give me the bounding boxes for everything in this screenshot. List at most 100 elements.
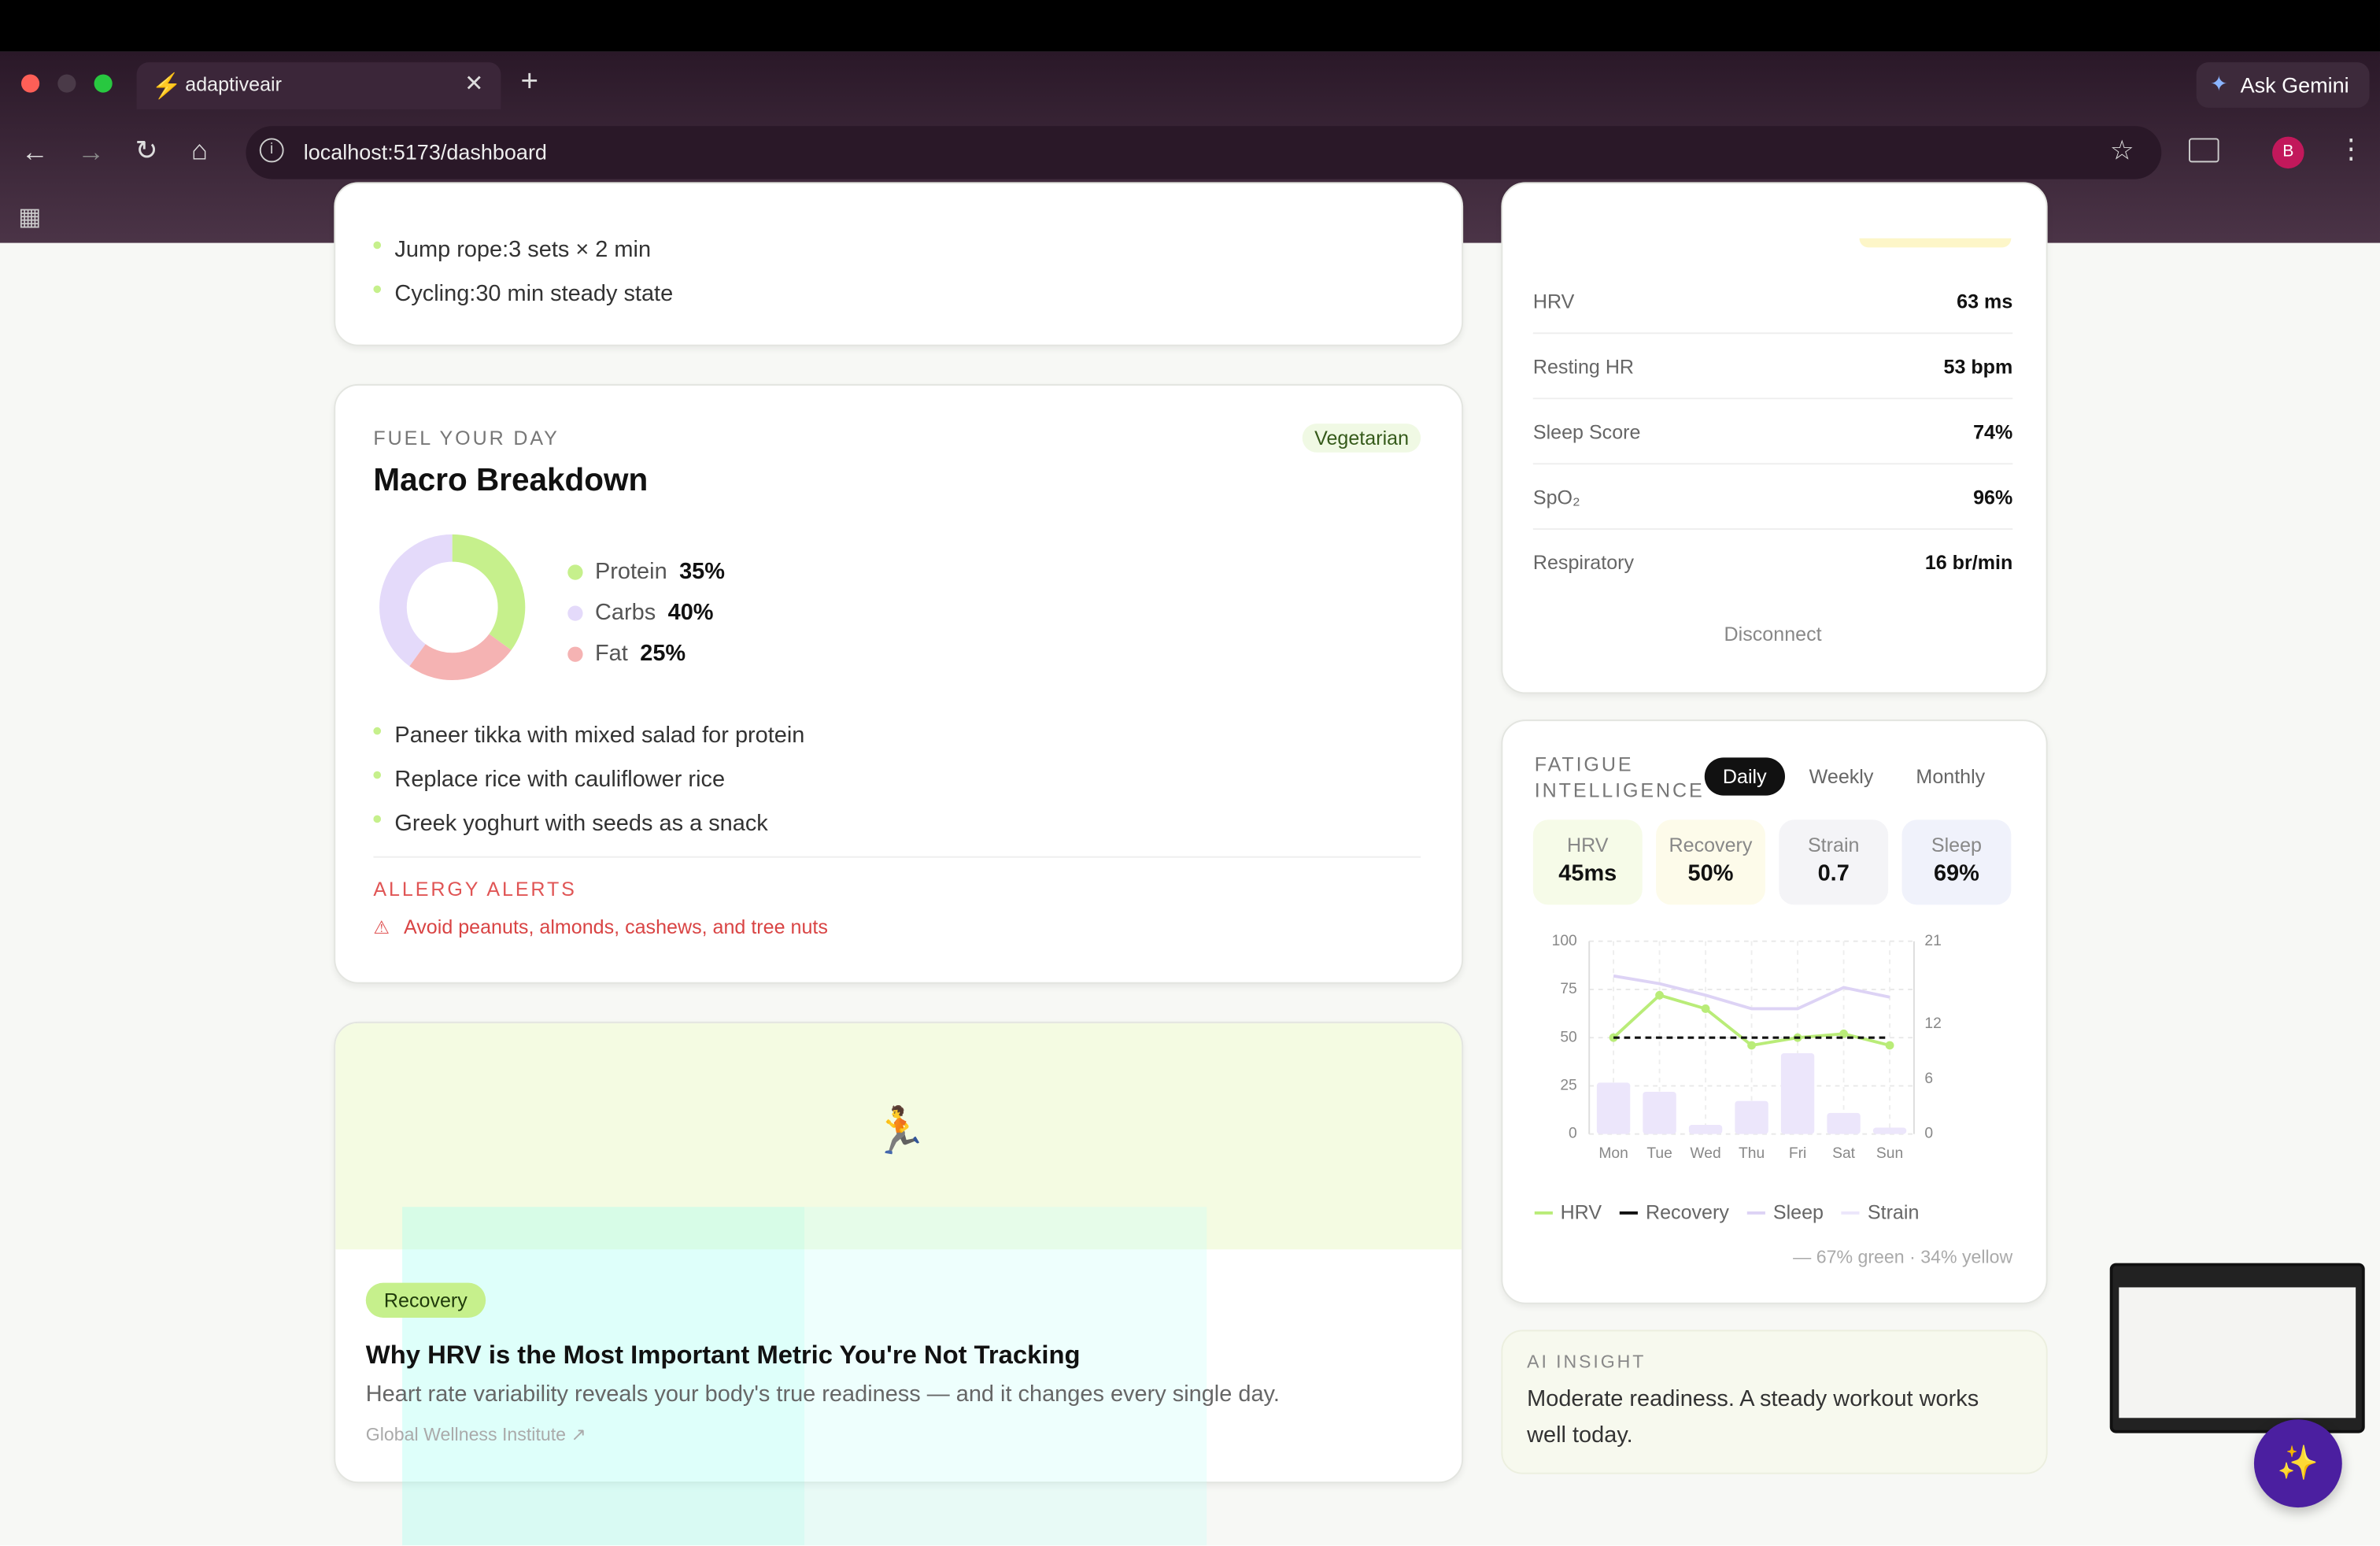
- stat-value: 0.7: [1817, 860, 1850, 887]
- legend-label: Carbs: [594, 599, 656, 626]
- metric-row: HRV 63 ms: [1532, 268, 2013, 335]
- legend-item: HRV: [1534, 1200, 1602, 1223]
- strain-bar: [1688, 1124, 1723, 1134]
- stat-tile: Recovery 50%: [1656, 819, 1765, 905]
- hrv-point: [1839, 1029, 1848, 1038]
- hrv-point: [1609, 1033, 1618, 1042]
- allergy-text: Avoid peanuts, almonds, cashews, and tre…: [403, 915, 828, 938]
- workout-card: [334, 182, 1464, 346]
- divider: [373, 856, 1421, 858]
- bullet: [373, 285, 382, 294]
- strain-bar: [1596, 1082, 1631, 1134]
- alert-icon: ⚠: [373, 916, 390, 938]
- legend-swatch: [567, 564, 583, 579]
- insight-title: AI INSIGHT: [1527, 1351, 1646, 1373]
- legend-item: Strain: [1842, 1200, 1919, 1223]
- y2-tick-label: 6: [1924, 1071, 1933, 1087]
- back-button[interactable]: ←: [20, 136, 49, 168]
- disconnect-button[interactable]: Disconnect: [1724, 622, 1822, 645]
- overlay: [402, 1207, 805, 1546]
- x-tick-label: Thu: [1739, 1145, 1765, 1162]
- legend-swatch: [1534, 1211, 1553, 1214]
- range-tab[interactable]: Monthly: [1916, 764, 1986, 788]
- article-title: Why HRV is the Most Important Metric You…: [365, 1340, 1081, 1370]
- legend-item: Recovery: [1620, 1200, 1729, 1223]
- legend-label: Protein: [594, 558, 667, 585]
- stat-tile: Sleep 69%: [1901, 819, 2012, 905]
- apps-button[interactable]: ▦: [18, 205, 42, 231]
- metric-label: Respiratory: [1532, 550, 1635, 574]
- stat-tile: HRV 45ms: [1532, 819, 1643, 905]
- hrv-point: [1655, 990, 1664, 1000]
- ask-gemini-button[interactable]: [2196, 62, 2370, 108]
- list-item: Replace rice with cauliflower rice: [373, 757, 804, 801]
- item-text: Greek yoghurt with seeds as a snack: [394, 810, 768, 837]
- legend-swatch: [567, 605, 583, 620]
- reload-button[interactable]: ↻: [135, 135, 158, 166]
- article-card[interactable]: [334, 1021, 1464, 1484]
- address-bar[interactable]: [246, 126, 2162, 179]
- chart-legend: HRV Recovery Sleep Strain: [1534, 1200, 1919, 1224]
- range-tab[interactable]: Weekly: [1809, 764, 1874, 788]
- ask-gemini-label: Ask Gemini: [2240, 72, 2349, 98]
- donut-segment: [452, 534, 526, 650]
- site-info[interactable]: i: [259, 138, 284, 163]
- item-text: Paneer tikka with mixed salad for protei…: [394, 722, 805, 749]
- legend-swatch: [567, 645, 583, 661]
- close-window[interactable]: [20, 74, 40, 93]
- tab[interactable]: [136, 62, 501, 109]
- metrics-card: [1501, 182, 2048, 694]
- fatigue-chart: 0 25 50 75 100 0 6 12 21 Mon Tue Wed Thu Fri Sat Sun: [1552, 933, 1942, 1162]
- legend-item: Fat 25%: [567, 633, 725, 674]
- macro-donut: [379, 534, 526, 680]
- item-text: Replace rice with cauliflower rice: [394, 766, 726, 793]
- chart-footnote: — 67% green · 34% yellow: [1793, 1246, 2013, 1268]
- workout-list: Jump rope:3 sets × 2 min Cycling:30 min s…: [373, 227, 673, 316]
- bullet: [373, 241, 382, 250]
- list-item: Greek yoghurt with seeds as a snack: [373, 801, 804, 845]
- metric-label: Sleep Score: [1532, 420, 1641, 443]
- bullet: [373, 771, 382, 779]
- status-pill: [1859, 238, 2012, 248]
- metric-value: 63 ms: [1957, 289, 2013, 313]
- y-tick-label: 75: [1560, 981, 1576, 997]
- gemini-icon: ✦: [2209, 71, 2228, 96]
- home-button[interactable]: ⌂: [190, 135, 208, 166]
- minimize-window[interactable]: [57, 74, 76, 93]
- ai-fab[interactable]: ✨: [2253, 1419, 2342, 1508]
- tab-search[interactable]: [2188, 138, 2219, 163]
- stat-label: Recovery: [1669, 833, 1753, 856]
- x-tick-label: Wed: [1690, 1145, 1720, 1162]
- x-tick-label: Sat: [1832, 1145, 1856, 1162]
- list-item: Jump rope:3 sets × 2 min: [373, 227, 673, 272]
- maximize-window[interactable]: [94, 74, 113, 93]
- y2-tick-label: 12: [1924, 1015, 1941, 1032]
- legend-label: Sleep: [1772, 1200, 1824, 1224]
- tab-close[interactable]: ✕: [464, 71, 484, 98]
- new-tab[interactable]: +: [520, 65, 539, 99]
- metric-row: SpO₂ 96%: [1532, 464, 2013, 531]
- metric-row: Sleep Score 74%: [1532, 399, 2013, 465]
- fatigue-card: [1501, 719, 2048, 1304]
- metric-label: HRV: [1532, 289, 1575, 313]
- profile[interactable]: B: [2272, 136, 2304, 169]
- range-tab[interactable]: Daily: [1704, 757, 1785, 796]
- article-hero: [335, 1023, 1462, 1250]
- stat-tile: Strain 0.7: [1779, 819, 1889, 905]
- window-preview[interactable]: [2109, 1263, 2365, 1433]
- legend-item: Carbs 40%: [567, 592, 725, 633]
- hrv-point: [1701, 1004, 1710, 1013]
- article-description: Heart rate variability reveals your body…: [365, 1381, 1280, 1407]
- metric-label: Resting HR: [1532, 354, 1635, 378]
- strain-bar: [1780, 1053, 1815, 1134]
- range-tabs: Daily Weekly Monthly: [1704, 757, 2004, 796]
- forward-button[interactable]: →: [77, 136, 105, 168]
- x-tick-label: Fri: [1789, 1145, 1806, 1162]
- url: localhost:5173/dashboard: [303, 139, 547, 165]
- menu[interactable]: ⋮: [2337, 133, 2365, 165]
- strain-bar: [1872, 1127, 1907, 1134]
- donut-segment: [379, 534, 453, 667]
- article-source[interactable]: Global Wellness Institute ↗: [365, 1423, 586, 1445]
- legend-value: 40%: [667, 599, 714, 626]
- bookmark-star[interactable]: ☆: [2109, 135, 2134, 166]
